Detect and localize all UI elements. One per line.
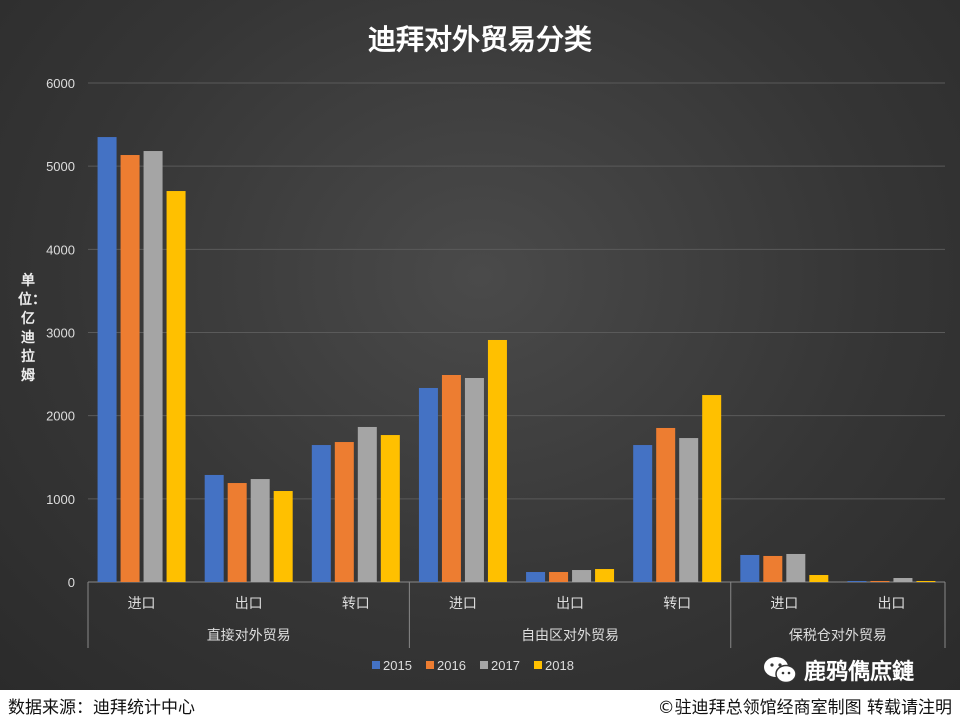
bar-2017-2 <box>357 426 377 582</box>
chart-title: 迪拜对外贸易分类 <box>367 23 592 56</box>
bar-2018-3 <box>487 339 507 582</box>
watermark-text: 鹿鸦儁庶鏈 <box>804 660 915 685</box>
bar-2017-3 <box>464 377 484 582</box>
bar-2016-7 <box>870 581 890 582</box>
bar-2017-6 <box>786 553 806 582</box>
x-tick-label: 进口 <box>128 596 156 612</box>
bar-2018-1 <box>273 491 293 582</box>
legend-label: 2018 <box>545 658 574 673</box>
bar-chart: 0 1000 2000 3000 4000 5000 6000 进口 出口 转口 进口 出口 转口 进口 出… <box>46 76 946 673</box>
y-tick-label: 3000 <box>46 326 75 341</box>
bar-2018-5 <box>702 395 722 582</box>
bar-2018-4 <box>595 569 615 582</box>
bar-2016-2 <box>334 442 354 582</box>
bar-2017-4 <box>572 570 592 582</box>
bar-2015-0 <box>97 137 117 582</box>
bar-2016-1 <box>227 483 247 582</box>
bar-2018-7 <box>916 581 936 582</box>
legend-label: 2017 <box>491 658 520 673</box>
source-note: 数据来源：迪拜统计中心 <box>8 698 195 718</box>
x-tick-label: 出口 <box>556 596 584 612</box>
legend-label: 2016 <box>437 658 466 673</box>
bar-2016-0 <box>120 155 140 582</box>
x-tick-label: 进口 <box>770 596 798 612</box>
wechat-icon <box>764 657 797 684</box>
bar-2017-0 <box>143 151 163 582</box>
bar-2015-6 <box>740 554 760 582</box>
bar-2016-5 <box>656 427 676 582</box>
y-tick-label: 1000 <box>46 492 75 507</box>
group-label: 自由区对外贸易 <box>521 628 619 644</box>
x-tick-label: 出口 <box>235 596 263 612</box>
bar-2018-2 <box>380 435 400 582</box>
watermark: 鹿鸦儁庶鏈 <box>762 654 914 686</box>
bar-2017-5 <box>679 438 699 582</box>
legend-label: 2015 <box>383 658 412 673</box>
bar-2015-4 <box>526 572 546 582</box>
x-tick-label: 出口 <box>877 596 905 612</box>
y-tick-label: 5000 <box>46 159 75 174</box>
y-tick-label: 6000 <box>46 76 75 91</box>
bar-2015-1 <box>204 474 224 582</box>
bar-2018-0 <box>166 191 186 582</box>
bar-2017-1 <box>250 479 270 582</box>
legend-swatch-2018 <box>534 661 542 669</box>
copyright-note: ©驻迪拜总领馆经商室制图 转载请注明 <box>657 698 952 718</box>
bar-2015-3 <box>418 387 438 582</box>
bar-2016-6 <box>763 555 783 582</box>
x-tick-label: 进口 <box>449 596 477 612</box>
y-tick-label: 2000 <box>46 409 75 424</box>
x-tick-label: 转口 <box>663 596 691 612</box>
legend-swatch-2015 <box>372 661 380 669</box>
bar-2015-2 <box>311 445 331 582</box>
bar-2015-7 <box>847 581 867 582</box>
group-label: 保税仓对外贸易 <box>789 628 887 644</box>
bar-2016-4 <box>549 572 569 582</box>
chart-area: 迪拜对外贸易分类 单位：亿迪拉姆 0 1000 2000 3000 4000 5000 60… <box>0 0 960 690</box>
bar-2017-7 <box>893 578 913 582</box>
y-tick-label: 0 <box>68 575 75 590</box>
bar-2015-5 <box>633 445 653 582</box>
group-label: 直接对外贸易 <box>207 627 291 644</box>
x-tick-label: 转口 <box>342 596 370 612</box>
bar-2016-3 <box>441 374 461 582</box>
y-tick-label: 4000 <box>46 242 75 257</box>
bar-2018-6 <box>809 575 829 582</box>
legend-swatch-2017 <box>480 661 488 669</box>
legend-swatch-2016 <box>426 661 434 669</box>
